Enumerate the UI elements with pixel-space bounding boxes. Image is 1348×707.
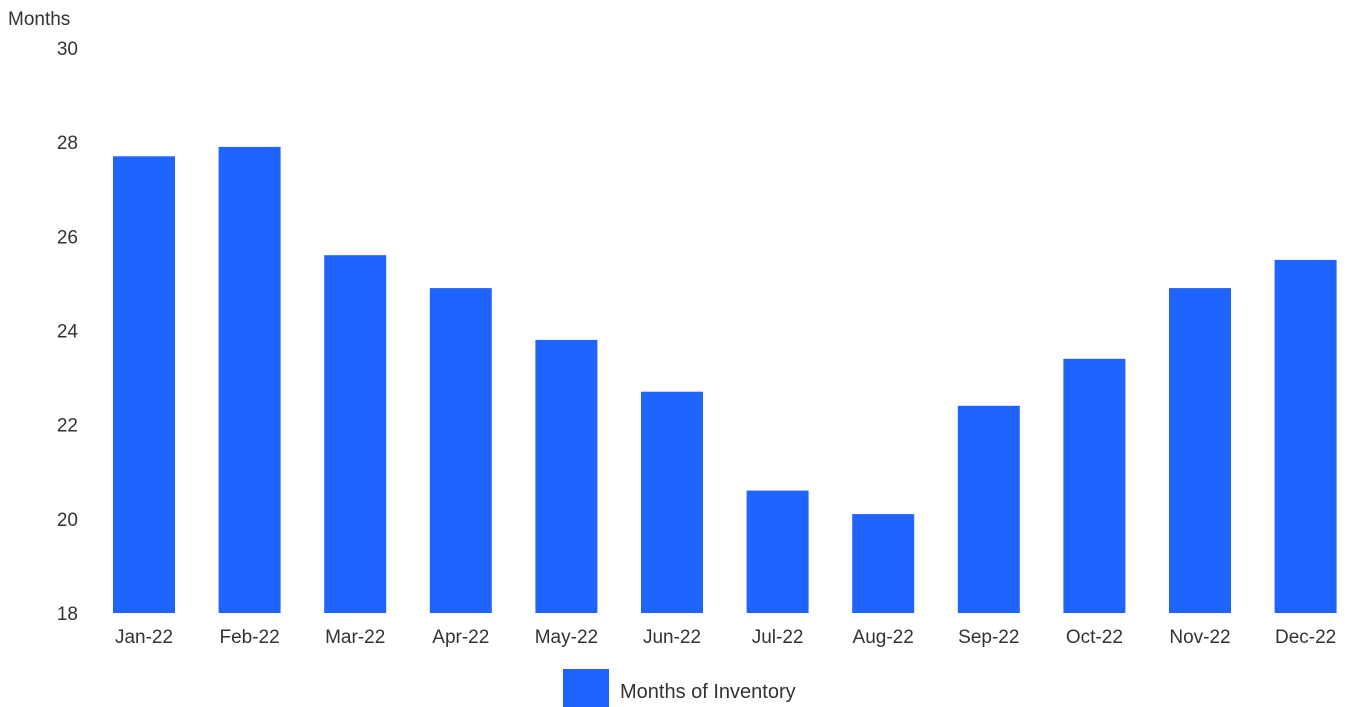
bar bbox=[641, 391, 703, 613]
x-tick-label: Feb-22 bbox=[219, 627, 279, 648]
bar bbox=[1169, 288, 1231, 613]
y-tick-label: 30 bbox=[57, 39, 78, 60]
legend-label: Months of Inventory bbox=[620, 681, 796, 703]
x-tick-label: Jul-22 bbox=[752, 627, 804, 648]
bar bbox=[113, 156, 175, 614]
legend: Months of Inventory bbox=[563, 669, 796, 707]
y-tick-label: 24 bbox=[57, 322, 79, 343]
legend-swatch bbox=[563, 669, 609, 707]
bar bbox=[852, 514, 915, 613]
y-tick-label: 20 bbox=[57, 510, 78, 531]
x-tick-label: May-22 bbox=[535, 627, 598, 648]
y-axis-title: Months bbox=[8, 9, 70, 30]
bar bbox=[429, 288, 492, 613]
x-tick-label: Nov-22 bbox=[1169, 627, 1230, 648]
y-tick-label: 28 bbox=[57, 133, 78, 154]
y-axis-ticks: 18 20 22 24 26 28 30 bbox=[57, 39, 79, 625]
x-tick-label: Aug-22 bbox=[853, 627, 914, 648]
bar bbox=[1063, 358, 1126, 613]
y-tick-label: 26 bbox=[57, 227, 78, 248]
bar bbox=[1274, 259, 1337, 613]
x-tick-label: Sep-22 bbox=[958, 627, 1019, 648]
x-tick-label: Mar-22 bbox=[325, 627, 385, 648]
bar bbox=[535, 339, 598, 613]
bar bbox=[957, 405, 1020, 613]
bar bbox=[218, 146, 281, 613]
x-axis-ticks: Jan-22 Feb-22 Mar-22 Apr-22 May-22 Jun-22 Jul-… bbox=[115, 627, 1336, 648]
bar bbox=[746, 490, 809, 613]
x-tick-label: Jun-22 bbox=[643, 627, 701, 648]
bar-series bbox=[113, 146, 1337, 614]
bar bbox=[324, 255, 387, 613]
x-tick-label: Apr-22 bbox=[432, 627, 489, 648]
x-tick-label: Oct-22 bbox=[1066, 627, 1123, 648]
y-tick-label: 18 bbox=[57, 604, 78, 625]
x-tick-label: Dec-22 bbox=[1275, 627, 1336, 648]
x-tick-label: Jan-22 bbox=[115, 627, 173, 648]
y-tick-label: 22 bbox=[57, 416, 78, 437]
